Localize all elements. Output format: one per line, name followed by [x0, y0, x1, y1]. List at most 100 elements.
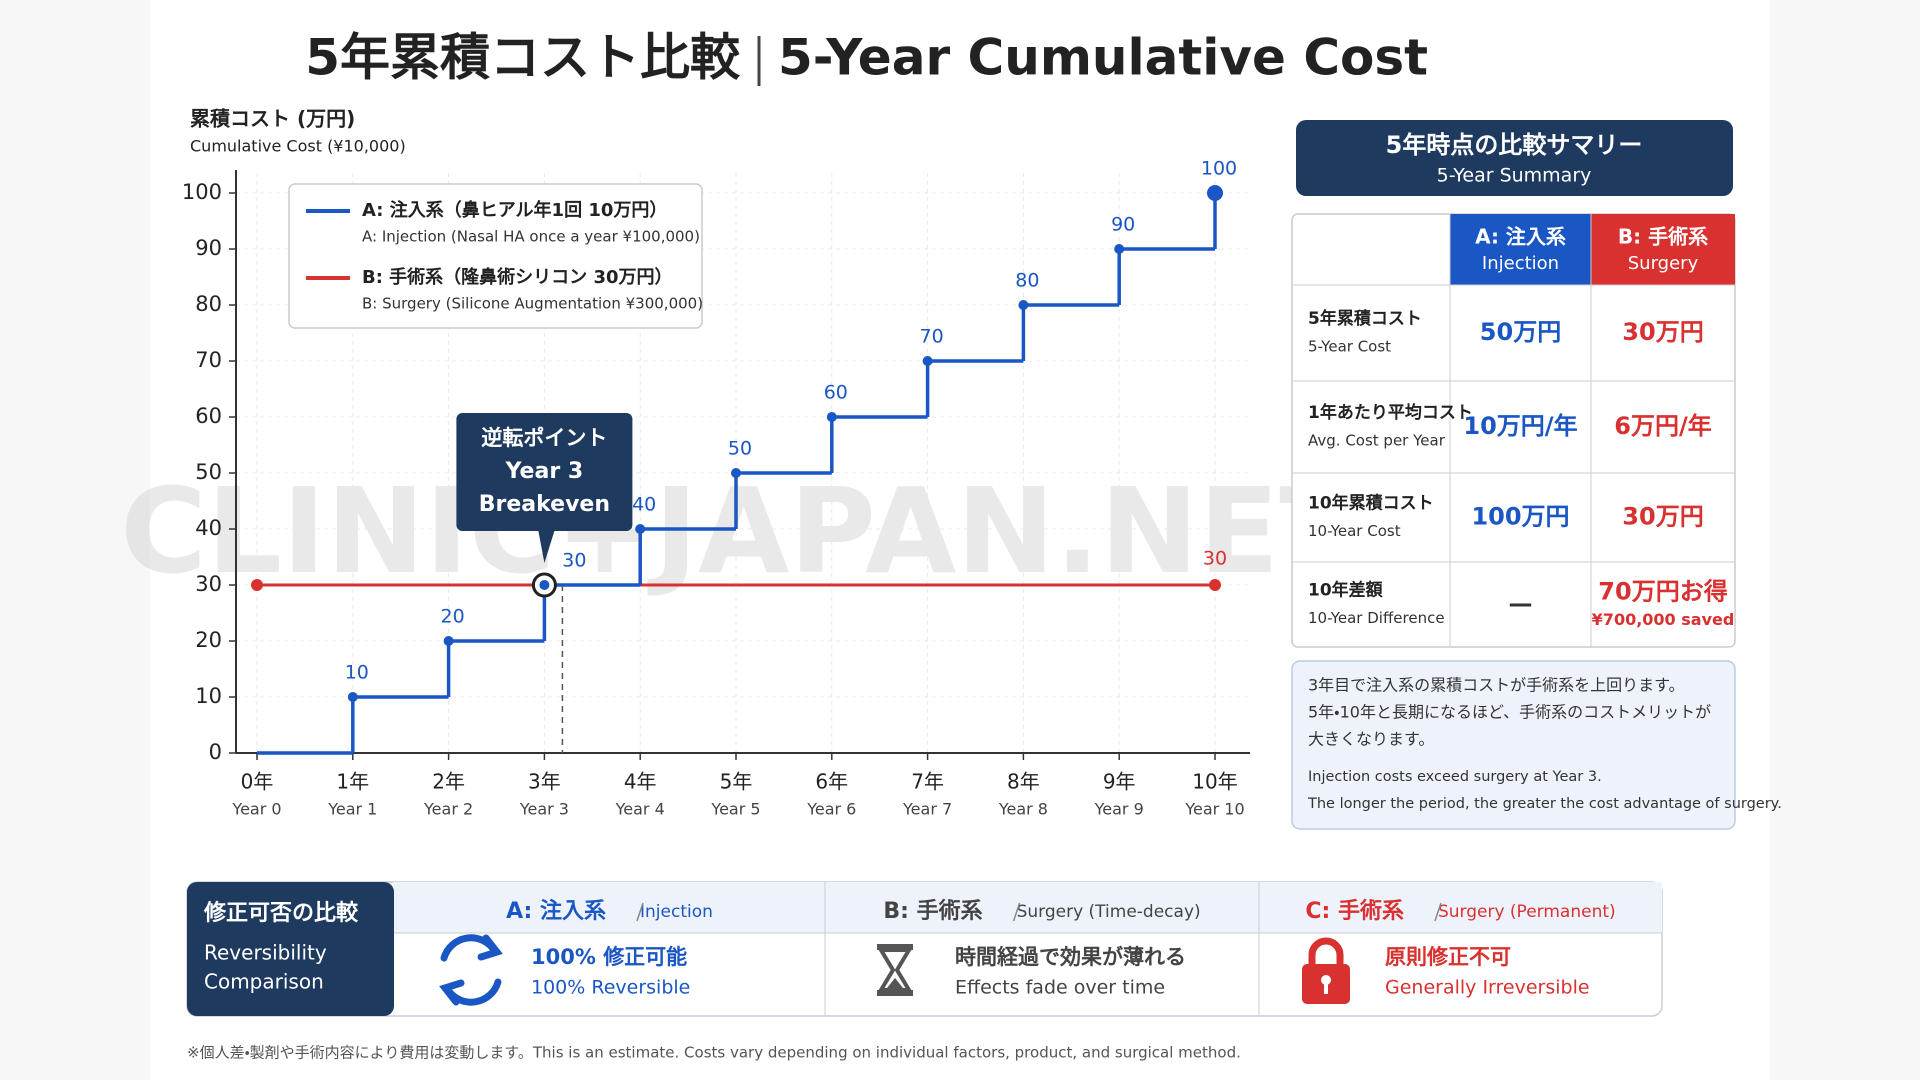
- summary-title: 5年時点の比較サマリー: [1386, 131, 1643, 159]
- cell-value: 6万円/年: [1614, 412, 1711, 440]
- x-tick-sublabel: Year 9: [1094, 800, 1144, 819]
- cell-value: 30万円: [1622, 503, 1703, 531]
- x-tick-label: 10年: [1192, 770, 1237, 794]
- refresh-icon: [439, 934, 503, 1006]
- rev-sub: Surgery (Permanent): [1438, 902, 1616, 922]
- data-label: 30: [1203, 548, 1227, 570]
- data-label: 70: [920, 326, 944, 348]
- y-tick-label: 70: [195, 348, 222, 372]
- y-tick-label: 50: [195, 460, 222, 484]
- series-marker: [443, 636, 454, 646]
- column-header: [1591, 214, 1735, 285]
- y-tick-label: 100: [182, 180, 222, 204]
- refresh-arrowhead: [439, 979, 465, 1006]
- x-tick-sublabel: Year 7: [902, 800, 952, 819]
- note-line: 大きくなります。: [1308, 730, 1434, 749]
- data-label: 90: [1111, 214, 1135, 236]
- series-marker: [1207, 185, 1223, 201]
- rev-line2: Generally Irreversible: [1385, 977, 1590, 999]
- rev-line1: 100% 修正可能: [531, 945, 687, 969]
- y-axis-title: 累積コスト (万円): [190, 107, 355, 131]
- title-jp: 5年累積コスト比較: [305, 29, 741, 87]
- hourglass-sand: [887, 978, 903, 988]
- row-label-en: 5-Year Cost: [1308, 338, 1391, 356]
- y-tick-label: 80: [195, 292, 222, 316]
- row-label: 10年差額: [1308, 580, 1384, 601]
- x-tick-label: 1年: [336, 770, 369, 794]
- rev-separator: [1434, 902, 1442, 922]
- row-label: 1年あたり平均コスト: [1308, 402, 1473, 423]
- rev-head: B: 手術系: [883, 899, 982, 924]
- hourglass-top: [877, 944, 913, 950]
- rev-title-en: Comparison: [204, 970, 324, 994]
- x-tick-label: 6年: [815, 770, 848, 794]
- data-label: 80: [1015, 270, 1039, 292]
- cell-subvalue: ¥700,000 saved: [1592, 610, 1735, 629]
- series-marker: [635, 524, 646, 534]
- legend-description: B: Surgery (Silicone Augmentation ¥300,0…: [362, 295, 703, 313]
- summary-panel: 5年時点の比較サマリー 5-Year Summary A: 注入系 Injection…: [1291, 120, 1782, 830]
- y-tick-label: 60: [195, 404, 222, 428]
- y-tick-label: 20: [195, 628, 222, 652]
- x-tick-sublabel: Year 1: [327, 800, 377, 819]
- note-line: 5年・10年と長期になるほど、手術系のコストメリットが: [1308, 703, 1711, 722]
- chart: 累積コスト (万円) Cumulative Cost (¥10,000) CLINI…: [120, 107, 1359, 819]
- refresh-arrowhead: [477, 934, 503, 961]
- x-tick-label: 2年: [432, 770, 465, 794]
- cell-value: —: [1509, 590, 1533, 618]
- lock-shackle: [1308, 937, 1344, 966]
- rev-separator: [1012, 902, 1021, 922]
- rev-line2: 100% Reversible: [531, 977, 690, 999]
- series-marker: [539, 580, 550, 590]
- column-name: B: 手術系: [1618, 225, 1708, 249]
- y-tick-label: 90: [195, 236, 222, 260]
- reversibility-panel: 修正可否の比較 Reversibility Comparison A: 注入系 Inje…: [186, 881, 1663, 1017]
- row-label-en: 10-Year Difference: [1308, 609, 1445, 627]
- x-tick-label: 8年: [1007, 770, 1040, 794]
- y-tick-label: 10: [195, 684, 222, 708]
- hourglass-glass: [877, 948, 913, 992]
- y-tick-label: 0: [209, 740, 222, 764]
- callout-text: Breakeven: [479, 492, 610, 517]
- cell-value: 70万円お得: [1598, 578, 1727, 606]
- rev-line2: Effects fade over time: [955, 977, 1165, 999]
- rev-sub: Injection: [640, 902, 713, 922]
- x-tick-sublabel: Year 6: [806, 800, 856, 819]
- y-tick-label: 30: [195, 572, 222, 596]
- rev-column-head: B: 手術系 Surgery (Time-decay): [883, 899, 1200, 924]
- data-label: 60: [824, 382, 848, 404]
- footnote: ※個人差・製剤や手術内容により費用は変動します。This is an estim…: [187, 1044, 1241, 1062]
- x-tick-label: 9年: [1103, 770, 1136, 794]
- legend-label: A: 注入系（鼻ヒアル年1回 10万円）: [362, 199, 667, 221]
- x-tick-sublabel: Year 10: [1184, 800, 1244, 819]
- cell-value: 10万円/年: [1463, 412, 1577, 440]
- callout-text: 逆転ポイント: [481, 426, 607, 450]
- summary-header: [1296, 120, 1733, 196]
- x-tick-label: 4年: [624, 770, 657, 794]
- lock-keyhole: [1321, 975, 1331, 985]
- row-label: 5年累積コスト: [1308, 308, 1422, 329]
- data-label: 50: [728, 438, 752, 460]
- watermark: CLINIC+JAPAN.NET: [120, 462, 1359, 600]
- series-marker: [251, 579, 263, 591]
- x-tick-label: 3年: [528, 770, 561, 794]
- hourglass-bottom: [877, 990, 913, 996]
- rev-title-box: [187, 882, 394, 1016]
- rev-column-head: A: 注入系 Injection: [506, 898, 713, 924]
- x-tick-sublabel: Year 5: [710, 800, 760, 819]
- column-name: A: 注入系: [1475, 225, 1566, 249]
- data-label: 20: [441, 606, 465, 628]
- series-marker: [1114, 244, 1125, 254]
- x-tick-sublabel: Year 3: [519, 800, 569, 819]
- rev-line1: 時間経過で効果が薄れる: [955, 945, 1186, 969]
- x-tick-sublabel: Year 4: [615, 800, 665, 819]
- data-label: 30: [562, 550, 586, 572]
- lock-icon: [1302, 937, 1350, 1004]
- y-tick-label: 40: [195, 516, 222, 540]
- row-label: 10年累積コスト: [1308, 493, 1434, 514]
- x-tick-sublabel: Year 0: [231, 800, 281, 819]
- rev-title-en: Reversibility: [204, 941, 327, 965]
- data-label: 40: [632, 494, 656, 516]
- series-marker: [826, 412, 837, 422]
